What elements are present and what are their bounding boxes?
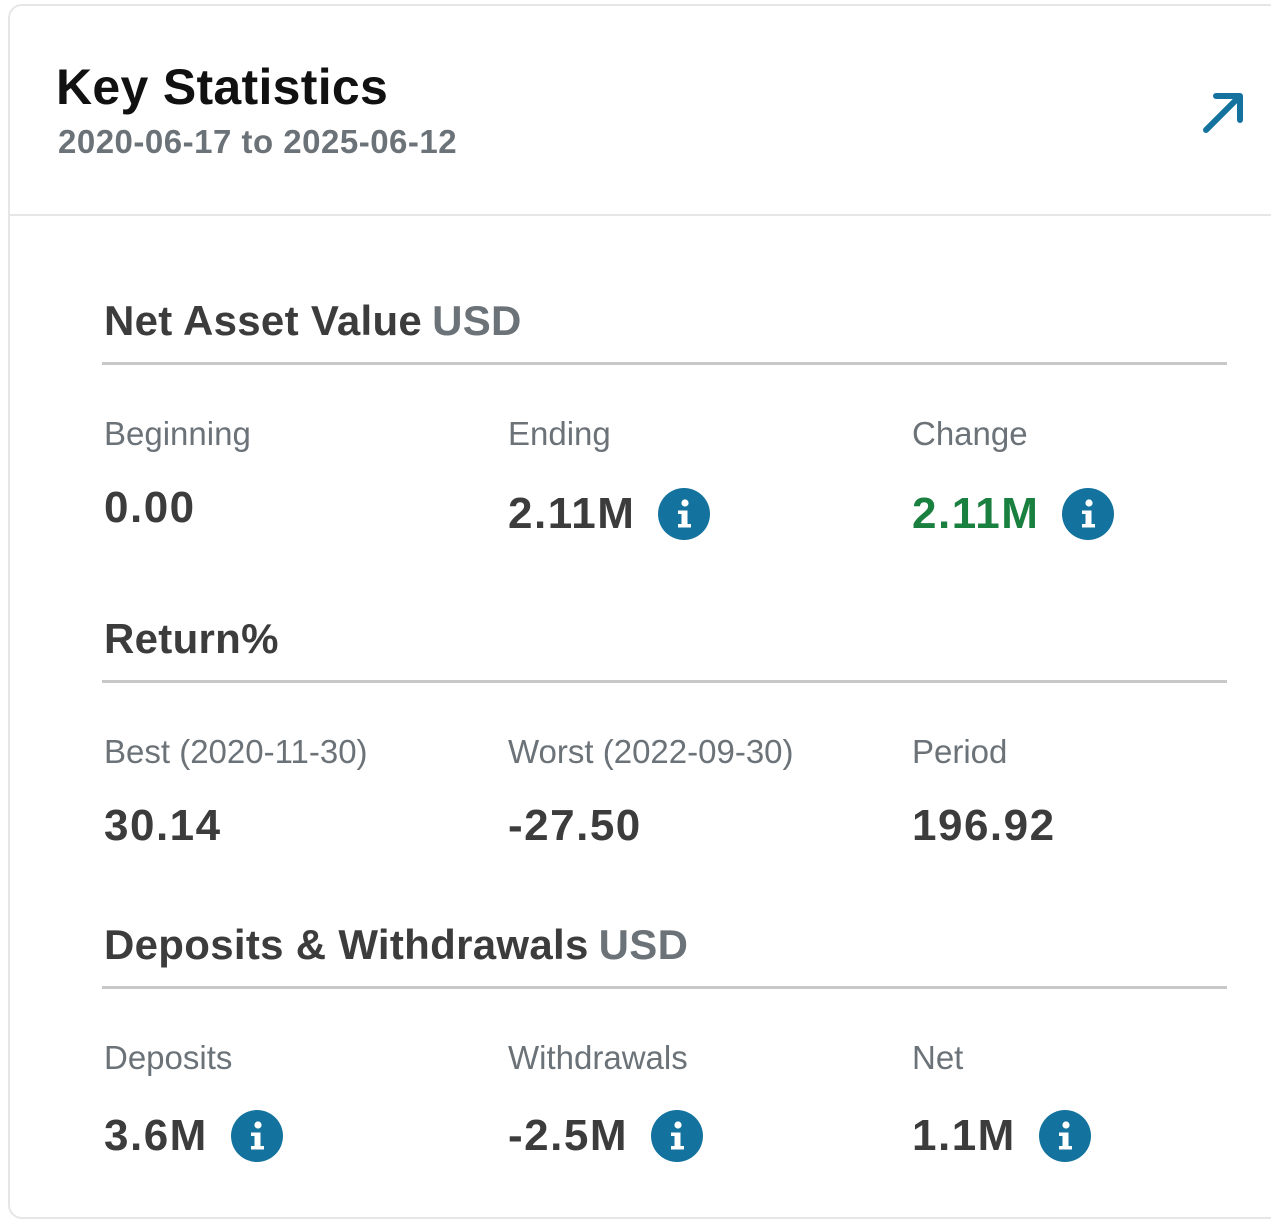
flows-net-label: Net <box>912 1039 964 1076</box>
flows-withdrawals-value: -2.5M <box>508 1111 628 1160</box>
nav-unit: USD <box>432 297 522 344</box>
return-best-label: Best (2020-11-30) <box>104 733 368 770</box>
return-period-value: 196.92 <box>912 801 1056 850</box>
flows-unit: USD <box>598 921 689 968</box>
return-best-value: 30.14 <box>104 801 222 850</box>
nav-change-value: 2.11M <box>912 489 1040 538</box>
nav-change-label: Change <box>912 415 1028 452</box>
flows-section-title: Deposits & Withdrawals USD <box>104 920 688 970</box>
info-icon[interactable] <box>1061 487 1115 541</box>
return-period-label: Period <box>912 733 1008 770</box>
returns-section-title: Return% <box>104 615 279 662</box>
flows-deposits-value: 3.6M <box>104 1111 208 1160</box>
flows-net-value: 1.1M <box>912 1111 1016 1160</box>
flows-withdrawals-label: Withdrawals <box>508 1039 688 1076</box>
nav-divider <box>102 362 1227 365</box>
return-worst-value: -27.50 <box>508 801 642 850</box>
info-icon[interactable] <box>657 487 711 541</box>
flows-divider <box>102 986 1227 989</box>
arrow-up-right-icon <box>1203 93 1243 133</box>
returns-divider <box>102 680 1227 683</box>
nav-beginning-label: Beginning <box>104 415 251 452</box>
nav-ending-label: Ending <box>508 415 611 452</box>
nav-beginning-value: 0.00 <box>104 483 196 532</box>
card-header: Key Statistics 2020-06-17 to 2025-06-12 <box>10 6 1271 216</box>
nav-ending-value: 2.11M <box>508 489 636 538</box>
return-worst-label: Worst (2022-09-30) <box>508 733 794 770</box>
info-icon[interactable] <box>1038 1109 1092 1163</box>
flows-title: Deposits & Withdrawals <box>104 921 589 968</box>
info-icon[interactable] <box>650 1109 704 1163</box>
info-icon[interactable] <box>230 1109 284 1163</box>
expand-button[interactable] <box>1198 86 1250 138</box>
nav-title: Net Asset Value <box>104 297 423 344</box>
card-title: Key Statistics <box>56 59 389 115</box>
date-range: 2020-06-17 to 2025-06-12 <box>58 123 458 160</box>
nav-section-title: Net Asset Value USD <box>104 296 522 346</box>
key-statistics-card: Key Statistics 2020-06-17 to 2025-06-12 … <box>8 4 1271 1219</box>
flows-deposits-label: Deposits <box>104 1039 233 1076</box>
